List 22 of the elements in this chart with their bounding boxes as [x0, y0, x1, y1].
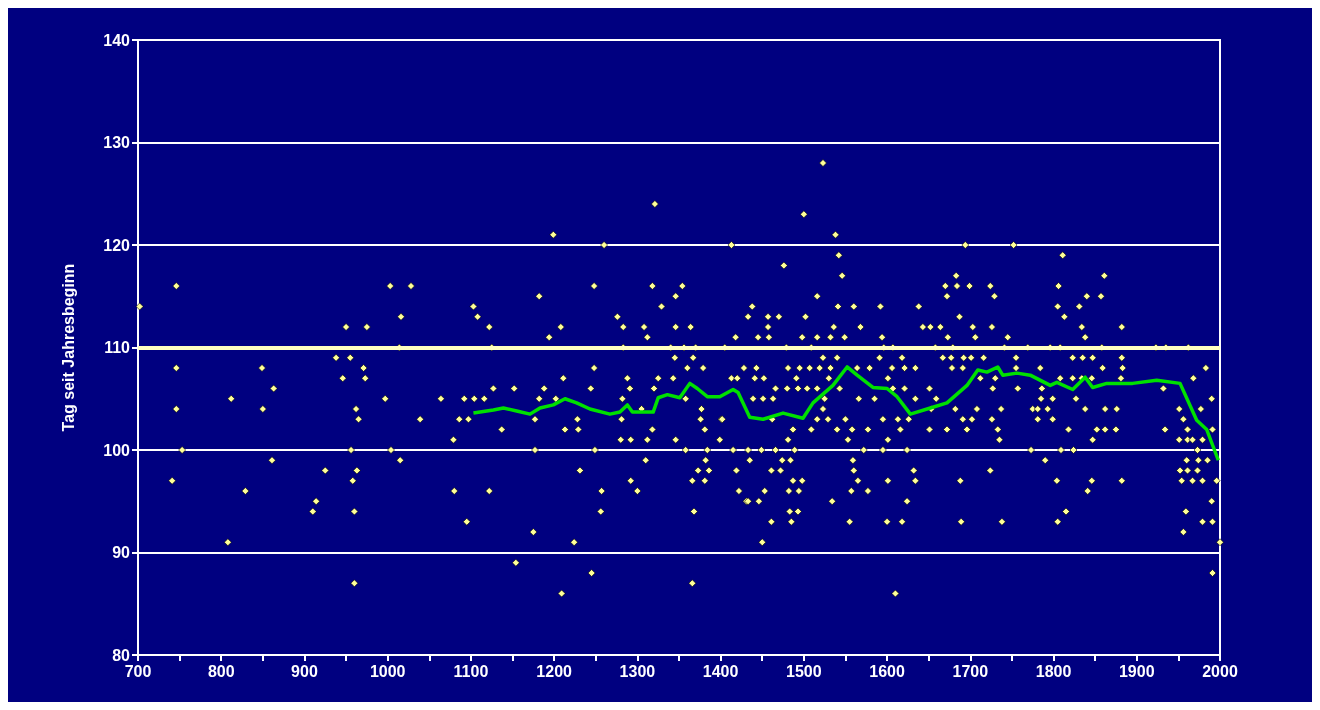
x-tick-label: 1000: [369, 662, 406, 680]
x-tick-label: 1800: [1035, 662, 1072, 680]
y-tick-label: 110: [104, 339, 131, 356]
y-tick-label: 90: [112, 544, 131, 561]
x-tick-label: 800: [207, 662, 235, 680]
x-tick-label: 1700: [952, 662, 989, 680]
x-tick-label: 700: [124, 662, 152, 680]
y-tick-label: 100: [103, 441, 131, 459]
y-axis-title: Tag seit Jahresbeginn: [59, 263, 77, 432]
x-tick-label: 1300: [619, 662, 656, 680]
y-tick-label: 130: [103, 134, 131, 151]
x-tick-label: 2000: [1202, 662, 1238, 680]
y-tick-label: 80: [112, 646, 131, 664]
y-tick-label: 120: [103, 236, 131, 254]
y-tick-label: 140: [103, 31, 131, 49]
x-tick-label: 1900: [1118, 662, 1155, 680]
x-tick-label: 900: [291, 662, 318, 680]
x-tick-label: 1500: [786, 662, 822, 680]
x-tick-label: 1200: [536, 662, 573, 680]
x-tick-label: 1400: [702, 662, 739, 680]
x-tick-label: 1600: [869, 662, 905, 680]
x-tick-label: 1100: [453, 662, 489, 680]
